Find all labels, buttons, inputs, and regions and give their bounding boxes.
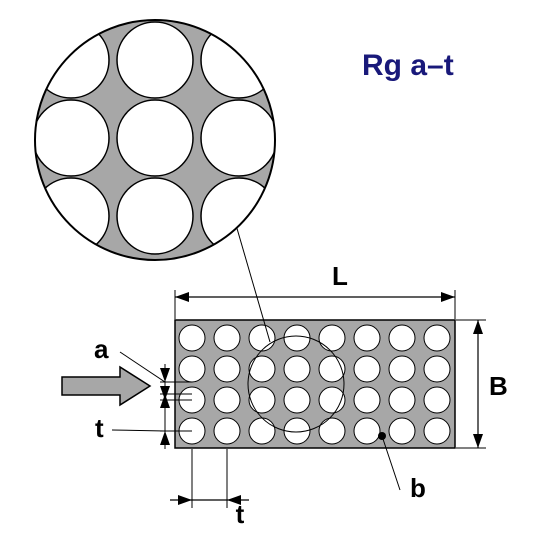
plate-hole (214, 418, 240, 444)
point-b-label: b (410, 473, 426, 503)
plate-hole (214, 325, 240, 351)
detail-hole (33, 100, 109, 176)
dim-a-label: a (94, 334, 109, 364)
plate-hole (319, 418, 345, 444)
plate-hole (284, 356, 310, 382)
detail-hole (201, 22, 277, 98)
detail-hole (33, 178, 109, 254)
plate-hole (249, 387, 275, 413)
dim-L-label: L (332, 261, 348, 291)
plate-hole (354, 356, 380, 382)
detail-hole (117, 178, 193, 254)
plate-hole (389, 325, 415, 351)
plate-hole (319, 325, 345, 351)
dim-B-label: B (489, 371, 508, 401)
plate-hole (249, 418, 275, 444)
plate-hole (424, 325, 450, 351)
plate-hole (284, 387, 310, 413)
plate-hole (354, 325, 380, 351)
plate-hole (389, 387, 415, 413)
plate-hole (354, 418, 380, 444)
dim-B-arrow (473, 434, 483, 448)
detail-hole (117, 100, 193, 176)
dim-tv-label: t (95, 413, 104, 443)
plate-hole (389, 356, 415, 382)
dim-L-arrow (441, 292, 455, 302)
plate-hole (354, 387, 380, 413)
dim-th-arrow (178, 495, 192, 505)
plate-hole (179, 356, 205, 382)
dim-L-arrow (175, 292, 189, 302)
plate-hole (424, 418, 450, 444)
direction-arrow-icon (62, 367, 150, 405)
dim-th-label: t (236, 499, 245, 529)
detail-hole (201, 100, 277, 176)
plate-hole (284, 325, 310, 351)
dim-B-arrow (473, 320, 483, 334)
detail-hole (33, 22, 109, 98)
dim-tv-leader (112, 430, 165, 431)
dim-tv-arrow (160, 386, 170, 400)
plate-hole (249, 356, 275, 382)
plate-hole (214, 387, 240, 413)
plate-hole (424, 387, 450, 413)
plate-hole (389, 418, 415, 444)
detail-hole (201, 178, 277, 254)
plate-hole (249, 325, 275, 351)
dim-tv-arrow (160, 431, 170, 445)
detail-hole (117, 22, 193, 98)
title: Rg a–t (362, 49, 454, 82)
plate-hole (179, 325, 205, 351)
plate-hole (424, 356, 450, 382)
plate-hole (214, 356, 240, 382)
